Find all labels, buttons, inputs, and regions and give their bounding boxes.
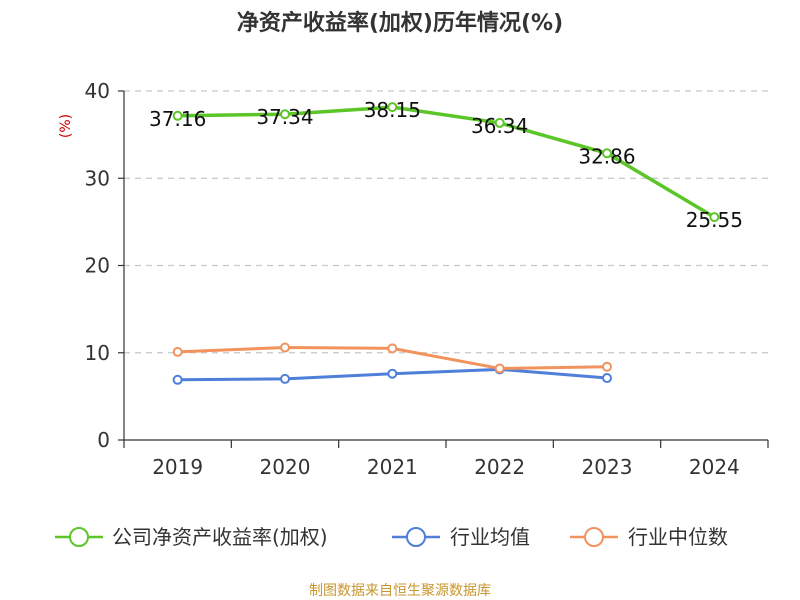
x-tick-label: 2020 xyxy=(260,455,311,479)
data-point xyxy=(280,109,290,120)
legend-label: 公司净资产收益率(加权) xyxy=(112,525,328,549)
data-point xyxy=(387,102,398,113)
data-point xyxy=(387,368,398,379)
legend-label: 行业中位数 xyxy=(628,525,728,549)
y-tick-label: 30 xyxy=(85,166,110,190)
series-line-0 xyxy=(177,105,716,219)
data-point xyxy=(602,373,612,384)
x-tick-label: 2019 xyxy=(152,455,203,479)
data-point xyxy=(602,361,612,372)
data-point xyxy=(709,212,720,223)
data-point xyxy=(280,373,290,384)
source-note: 制图数据来自恒生聚源数据库 xyxy=(309,583,491,599)
data-point xyxy=(172,110,183,121)
data-labels: 37.16 37.34 38.15 36.34 32.86 25.55 xyxy=(149,98,743,232)
y-tick-label: 10 xyxy=(85,341,110,365)
legend-marker xyxy=(584,527,604,547)
x-tick-label: 2023 xyxy=(582,455,633,479)
data-label: 38.15 xyxy=(364,98,421,122)
y-tick-label: 0 xyxy=(97,428,110,452)
x-tick-label: 2021 xyxy=(367,455,418,479)
grid-lines xyxy=(124,90,768,354)
data-point xyxy=(494,363,505,374)
data-point xyxy=(280,342,290,353)
series-lines xyxy=(172,102,720,385)
data-label: 37.34 xyxy=(256,105,313,129)
legend-marker xyxy=(69,527,89,547)
data-label: 36.34 xyxy=(471,114,528,138)
data-point xyxy=(387,343,398,354)
axes: 0 10 20 30 40 2019 2020 2021 2022 2023 2024 xyxy=(85,79,769,479)
y-tick-label: 20 xyxy=(85,254,110,278)
x-tick-label: 2024 xyxy=(689,455,740,479)
data-label: 37.16 xyxy=(149,107,206,131)
legend-label: 行业均值 xyxy=(450,525,530,549)
data-point xyxy=(172,346,183,357)
data-point xyxy=(494,117,505,128)
chart-title: 净资产收益率(加权)历年情况(%) xyxy=(237,10,563,36)
data-label: 25.55 xyxy=(686,208,743,232)
x-tick-label: 2022 xyxy=(474,455,525,479)
data-point xyxy=(172,374,183,385)
data-point xyxy=(602,148,612,159)
legend-marker xyxy=(406,527,426,547)
y-tick-label: 40 xyxy=(85,79,110,103)
data-label: 32.86 xyxy=(578,144,635,168)
y-axis-label: (%) xyxy=(58,114,74,138)
legend: 公司净资产收益率(加权) 行业均值 行业中位数 xyxy=(55,525,728,549)
